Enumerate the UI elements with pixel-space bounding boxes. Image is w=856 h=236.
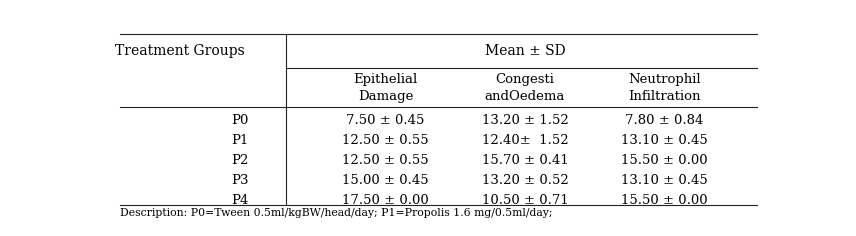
Text: 7.80 ± 0.84: 7.80 ± 0.84	[625, 114, 704, 127]
Text: 12.50 ± 0.55: 12.50 ± 0.55	[342, 154, 429, 167]
Text: 15.50 ± 0.00: 15.50 ± 0.00	[621, 154, 708, 167]
Text: P0: P0	[231, 114, 248, 127]
Text: 12.50 ± 0.55: 12.50 ± 0.55	[342, 134, 429, 147]
Text: 13.20 ± 1.52: 13.20 ± 1.52	[482, 114, 568, 127]
Text: 15.70 ± 0.41: 15.70 ± 0.41	[482, 154, 568, 167]
Text: Epithelial
Damage: Epithelial Damage	[354, 73, 418, 103]
Text: Mean ± SD: Mean ± SD	[484, 44, 565, 58]
Text: 15.50 ± 0.00: 15.50 ± 0.00	[621, 194, 708, 206]
Text: P1: P1	[231, 134, 248, 147]
Text: P4: P4	[231, 194, 248, 206]
Text: Neutrophil
Infiltration: Neutrophil Infiltration	[628, 73, 700, 103]
Text: 10.50 ± 0.71: 10.50 ± 0.71	[482, 194, 568, 206]
Text: 15.00 ± 0.45: 15.00 ± 0.45	[342, 173, 429, 186]
Text: 13.10 ± 0.45: 13.10 ± 0.45	[621, 134, 708, 147]
Text: 13.20 ± 0.52: 13.20 ± 0.52	[482, 173, 568, 186]
Text: Description: P0=Tween 0.5ml/kgBW/head/day; P1=Propolis 1.6 mg/0.5ml/day;: Description: P0=Tween 0.5ml/kgBW/head/da…	[120, 208, 553, 218]
Text: Congesti
andOedema: Congesti andOedema	[484, 73, 565, 103]
Text: 7.50 ± 0.45: 7.50 ± 0.45	[347, 114, 425, 127]
Text: 12.40±  1.52: 12.40± 1.52	[482, 134, 568, 147]
Text: 17.50 ± 0.00: 17.50 ± 0.00	[342, 194, 429, 206]
Text: P2: P2	[231, 154, 248, 167]
Text: 13.10 ± 0.45: 13.10 ± 0.45	[621, 173, 708, 186]
Text: Treatment Groups: Treatment Groups	[115, 44, 245, 58]
Text: P3: P3	[231, 173, 248, 186]
